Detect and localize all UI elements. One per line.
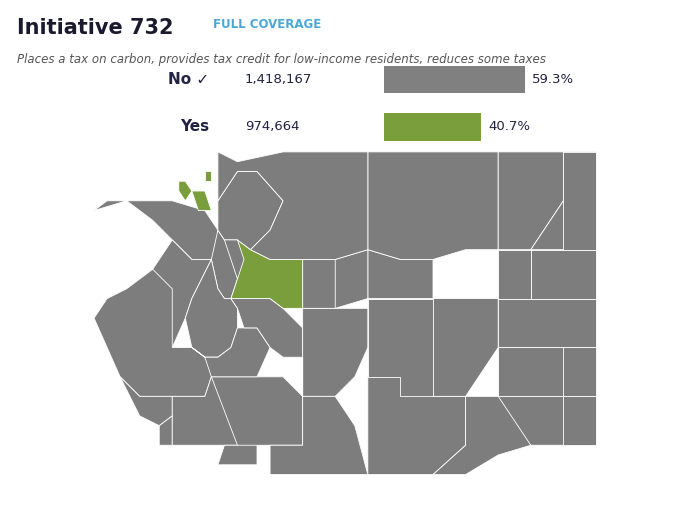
Text: No ✓: No ✓ bbox=[168, 72, 209, 87]
Polygon shape bbox=[368, 377, 466, 474]
Polygon shape bbox=[211, 377, 302, 445]
Polygon shape bbox=[368, 152, 498, 260]
FancyBboxPatch shape bbox=[385, 66, 525, 93]
Text: Yes: Yes bbox=[180, 120, 209, 134]
Text: 974,664: 974,664 bbox=[245, 121, 299, 133]
FancyBboxPatch shape bbox=[385, 113, 481, 141]
Polygon shape bbox=[238, 240, 335, 308]
Polygon shape bbox=[185, 260, 238, 357]
Text: 59.3%: 59.3% bbox=[532, 73, 574, 86]
Polygon shape bbox=[218, 172, 283, 250]
Polygon shape bbox=[498, 348, 596, 397]
Polygon shape bbox=[224, 240, 244, 279]
Polygon shape bbox=[192, 328, 270, 377]
Polygon shape bbox=[498, 397, 596, 445]
Polygon shape bbox=[368, 250, 433, 299]
Polygon shape bbox=[257, 377, 302, 445]
Polygon shape bbox=[270, 357, 368, 474]
Polygon shape bbox=[179, 181, 192, 201]
Text: 1,418,167: 1,418,167 bbox=[245, 73, 312, 86]
Polygon shape bbox=[368, 299, 433, 397]
Polygon shape bbox=[94, 201, 218, 260]
Polygon shape bbox=[531, 250, 596, 299]
Polygon shape bbox=[302, 308, 368, 397]
Polygon shape bbox=[192, 191, 211, 211]
Polygon shape bbox=[120, 377, 172, 426]
Polygon shape bbox=[498, 299, 596, 348]
Polygon shape bbox=[302, 397, 368, 474]
Polygon shape bbox=[218, 426, 257, 465]
Polygon shape bbox=[172, 377, 257, 445]
Polygon shape bbox=[498, 152, 563, 250]
Text: FULL COVERAGE: FULL COVERAGE bbox=[213, 18, 321, 31]
Polygon shape bbox=[563, 348, 596, 397]
Polygon shape bbox=[498, 250, 531, 299]
Polygon shape bbox=[531, 152, 596, 250]
Polygon shape bbox=[231, 299, 302, 357]
Polygon shape bbox=[94, 269, 218, 397]
Polygon shape bbox=[433, 397, 531, 474]
Polygon shape bbox=[205, 172, 211, 181]
Polygon shape bbox=[563, 397, 596, 445]
Polygon shape bbox=[231, 240, 302, 308]
Text: Places a tax on carbon, provides tax credit for low-income residents, reduces so: Places a tax on carbon, provides tax cre… bbox=[17, 53, 546, 67]
Polygon shape bbox=[159, 416, 172, 445]
Polygon shape bbox=[218, 152, 368, 260]
Text: 40.7%: 40.7% bbox=[488, 121, 530, 133]
Polygon shape bbox=[563, 152, 596, 250]
Polygon shape bbox=[94, 240, 211, 357]
Text: Initiative 732: Initiative 732 bbox=[17, 18, 174, 38]
Polygon shape bbox=[433, 299, 498, 397]
Polygon shape bbox=[302, 250, 368, 308]
Polygon shape bbox=[211, 230, 244, 299]
